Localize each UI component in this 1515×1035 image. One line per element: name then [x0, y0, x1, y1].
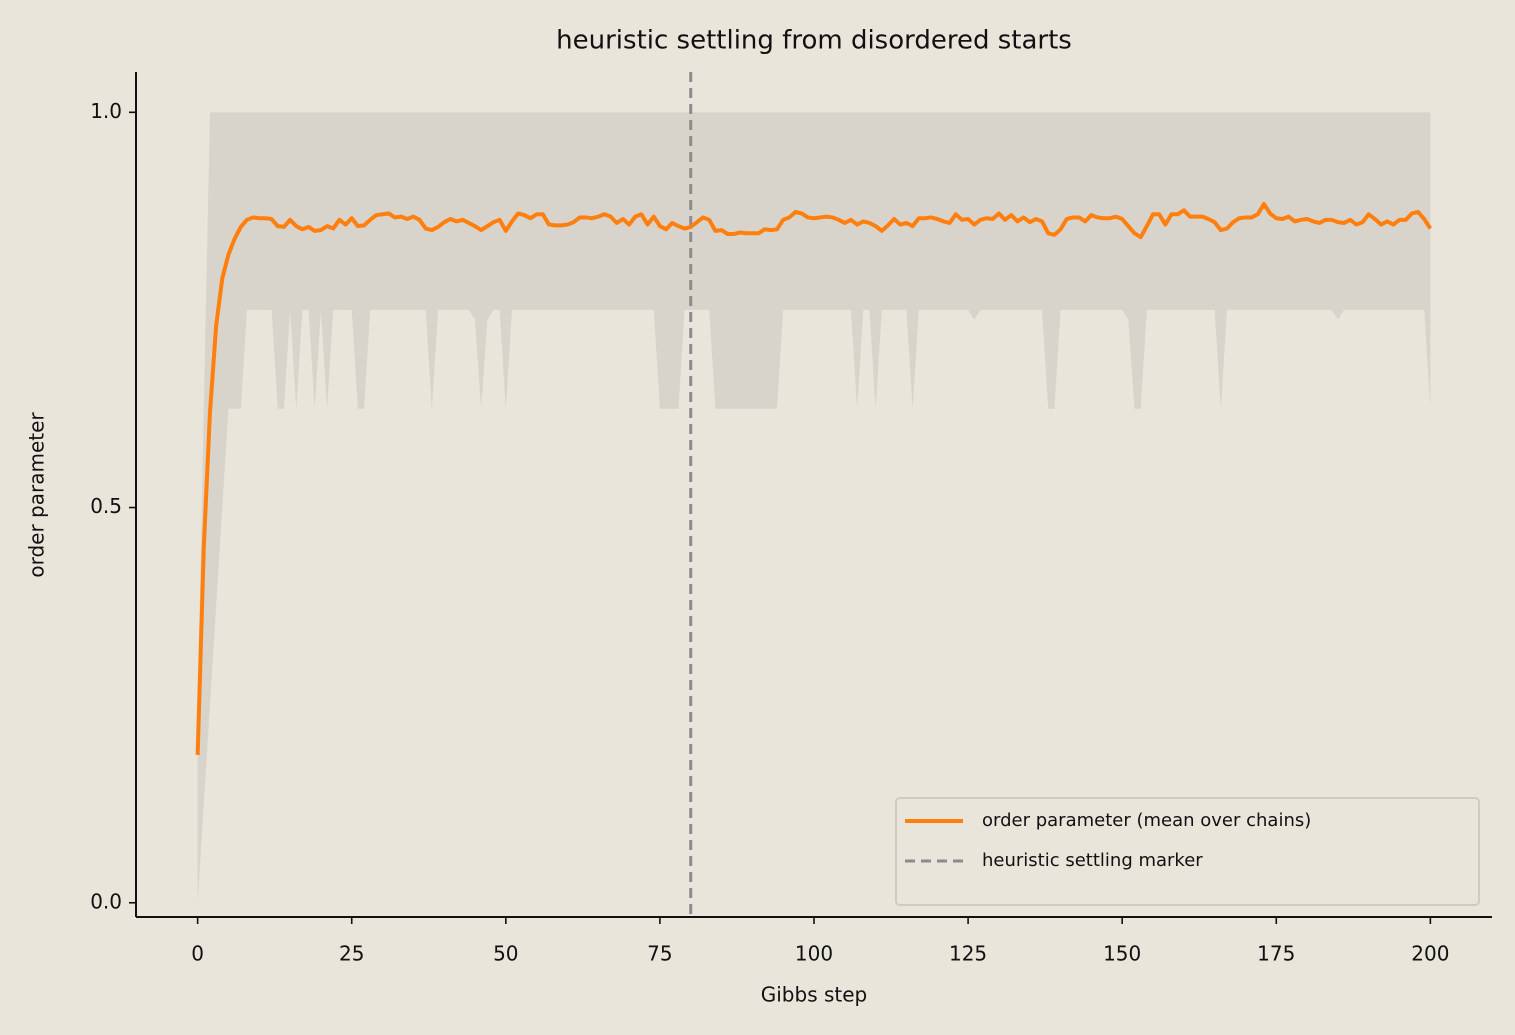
y-tick-label: 1.0: [90, 99, 122, 123]
y-tick-label: 0.5: [90, 494, 122, 518]
legend-label: order parameter (mean over chains): [982, 810, 1311, 831]
x-tick-label: 125: [949, 942, 987, 966]
series-line: [195, 202, 1433, 756]
y-tick-label: 0.0: [90, 889, 122, 913]
legend: order parameter (mean over chains) heuris…: [895, 797, 1480, 906]
x-tick-label: 50: [493, 942, 518, 966]
x-tick-label: 150: [1103, 942, 1141, 966]
legend-label: heuristic settling marker: [982, 850, 1203, 871]
x-tick-label: 200: [1411, 942, 1449, 966]
chart-title: heuristic settling from disordered start…: [556, 26, 1072, 56]
legend-box: [895, 797, 1480, 906]
band-area: [197, 112, 1431, 903]
y-axis-label: order parameter: [25, 412, 49, 578]
x-axis-label: Gibbs step: [761, 983, 867, 1007]
x-tick-label: 100: [795, 942, 833, 966]
x-tick-label: 75: [647, 942, 672, 966]
plot-area: [195, 72, 1433, 917]
x-tick-label: 175: [1257, 942, 1295, 966]
x-tick-label: 25: [339, 942, 364, 966]
x-tick-label: 0: [191, 942, 204, 966]
